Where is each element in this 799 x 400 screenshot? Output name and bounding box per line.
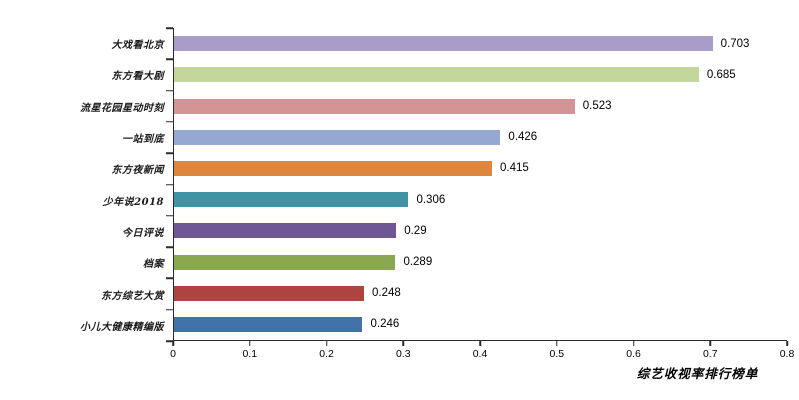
x-axis-tick-label: 0.8	[779, 348, 795, 360]
plot-area: 0.703 0.685 0.523 0.426 0.415 0.306 0.29 0.289 0…	[173, 28, 787, 341]
x-axis-tick	[249, 341, 251, 346]
x-axis-tick	[786, 341, 788, 346]
x-axis-tick	[709, 341, 711, 346]
x-axis-tick-label: 0.6	[626, 348, 641, 360]
y-axis-tick	[166, 246, 173, 248]
y-axis-tick	[166, 277, 173, 280]
bar-row: 0.685	[174, 59, 787, 90]
category-label: 档案	[143, 259, 164, 271]
bar-row: 0.523	[174, 90, 787, 121]
x-axis: 0 0.1 0.2 0.3 0.4 0.5 0.6 0.7 0.8	[170, 341, 794, 363]
bar	[174, 36, 713, 52]
y-axis-tick	[166, 58, 173, 61]
bar-row: 0.289	[174, 246, 787, 277]
chart-title: 综艺收视率排行榜单	[636, 366, 759, 381]
bar-value-label: 0.415	[499, 162, 529, 175]
bar-row: 0.703	[174, 28, 787, 59]
category-label: 东方看大剧	[111, 71, 164, 83]
bar-value-label: 0.248	[372, 287, 401, 300]
x-axis-tick-label: 0.3	[395, 348, 411, 360]
category-label: 东方综艺大赏	[101, 290, 164, 302]
x-axis-tick	[479, 341, 481, 346]
x-axis-tick-label: 0	[170, 348, 176, 360]
y-axis-category-labels: 大戏看北京东方看大剧流星花园星动时刻一站到底东方夜新闻少年说2018 今日评说档案…	[0, 28, 164, 341]
x-axis-tick-label: 0.1	[242, 348, 258, 360]
y-axis-tick	[166, 308, 173, 311]
y-axis-tick	[166, 27, 173, 29]
bar-row: 0.248	[174, 278, 787, 309]
x-axis-tick-label: 0.5	[549, 348, 565, 360]
bar	[174, 160, 492, 176]
y-axis-tick	[166, 152, 173, 154]
x-axis-tick-label: 0.4	[472, 348, 488, 360]
bar-value-label: 0.289	[403, 256, 433, 269]
bar	[174, 98, 575, 114]
y-axis-tick	[166, 215, 173, 217]
bar-value-label: 0.306	[416, 193, 446, 206]
y-axis-tick-marks	[166, 27, 173, 342]
y-axis-tick	[166, 183, 173, 186]
category-label: 流星花园星动时刻	[80, 102, 164, 114]
bar-row: 0.415	[174, 153, 787, 184]
x-axis-tick-label: 0.7	[702, 348, 718, 360]
category-label: 大戏看北京	[111, 40, 164, 52]
category-label: 今日评说	[122, 227, 164, 239]
x-axis-tick	[402, 341, 404, 346]
y-axis-tick	[166, 89, 173, 92]
bar-value-label: 0.426	[508, 131, 538, 144]
bar-row: 0.426	[174, 122, 787, 153]
bar	[174, 192, 409, 208]
bar-row: 0.29	[174, 215, 787, 246]
bar-rows: 0.703 0.685 0.523 0.426 0.415 0.306 0.29 0.289 0…	[174, 28, 787, 340]
x-axis-tick	[556, 341, 558, 346]
bar-value-label: 0.246	[370, 318, 400, 331]
category-label: 少年说2018	[102, 196, 164, 208]
x-axis-tick	[172, 341, 174, 346]
bar	[174, 254, 396, 270]
bar-value-label: 0.523	[582, 100, 612, 112]
bar	[174, 129, 501, 145]
y-axis-tick	[166, 340, 173, 342]
bar	[174, 285, 365, 301]
bar-row: 0.306	[174, 184, 787, 215]
category-label: 东方夜新闻	[111, 165, 164, 177]
bar	[174, 316, 363, 332]
bar	[174, 67, 699, 83]
bar-value-label: 0.703	[720, 37, 750, 50]
bar	[174, 223, 397, 239]
x-axis-tick	[632, 341, 635, 346]
x-axis-tick	[325, 341, 328, 346]
bar-value-label: 0.29	[404, 224, 427, 237]
y-axis-tick	[166, 121, 173, 123]
x-axis-tick-label: 0.2	[319, 348, 334, 360]
bar-row: 0.246	[174, 309, 787, 340]
category-label: 一站到底	[122, 134, 164, 146]
bar-value-label: 0.685	[706, 68, 736, 81]
category-label: 小儿大健康精编版	[80, 321, 164, 333]
